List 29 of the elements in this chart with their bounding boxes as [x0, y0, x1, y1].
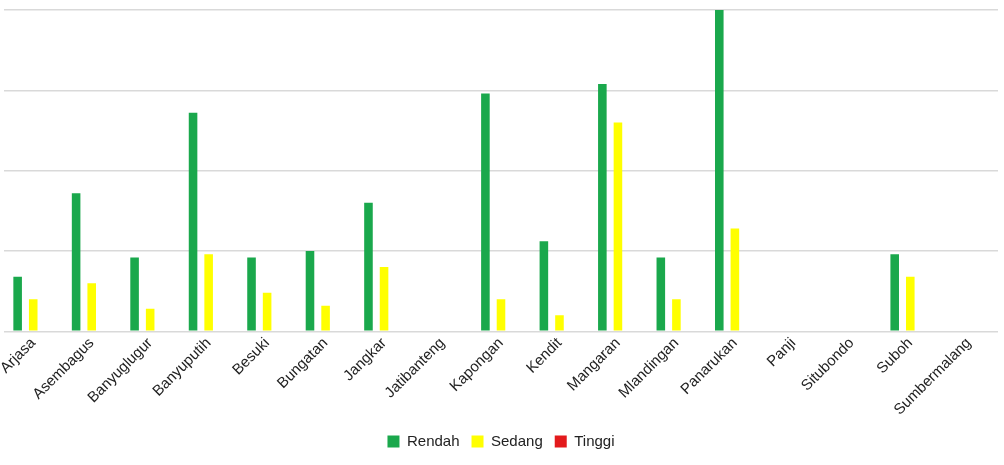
- bar: [262, 292, 272, 331]
- legend-label: Rendah: [406, 431, 460, 449]
- bar: [379, 267, 389, 331]
- bar: [87, 283, 96, 331]
- bar: [613, 122, 623, 331]
- bar: [715, 10, 724, 331]
- bar: [496, 299, 506, 331]
- bar: [890, 254, 899, 331]
- bar: [28, 299, 38, 331]
- bar: [321, 305, 330, 331]
- bar: [656, 257, 666, 331]
- bar: [188, 112, 198, 331]
- bar: [364, 202, 373, 331]
- bar: [247, 257, 256, 331]
- bar: [539, 241, 549, 331]
- bar: [204, 254, 213, 331]
- bar: [906, 276, 915, 331]
- bar: [71, 193, 81, 331]
- bar: [305, 251, 315, 331]
- bar: [555, 315, 564, 331]
- bar: [145, 308, 155, 331]
- bar: [13, 276, 22, 331]
- bar: [598, 83, 607, 331]
- bar: [130, 257, 139, 331]
- legend-label: Sedang: [491, 431, 543, 449]
- bar: [730, 228, 740, 331]
- bar: [672, 299, 681, 331]
- legend-label: Tinggi: [574, 431, 615, 449]
- bar: [481, 93, 490, 331]
